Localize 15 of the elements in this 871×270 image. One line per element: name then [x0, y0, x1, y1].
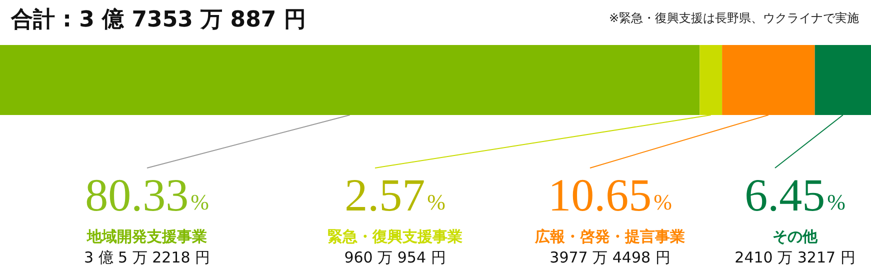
text: その他 [772, 228, 818, 246]
text: ※緊急・復興支援は長野県、ウクライナで実施 [608, 11, 860, 25]
text: 広報・啓発・提言事業 [534, 228, 685, 246]
text: 3977 万 4498 円 [550, 248, 670, 266]
data-label: 2.57% [344, 170, 446, 220]
bar [0, 45, 700, 115]
text: 緊急・復興支援事業 [328, 228, 462, 246]
data-label: 10.65% [548, 170, 672, 220]
data-label: 6.45% [744, 170, 846, 220]
data-label: 80.33% [85, 170, 209, 220]
text: 2410 万 3217 円 [734, 248, 856, 266]
text: 3 億 5 万 2218 円 [84, 248, 210, 266]
text: 地域開発支援事業 [86, 228, 207, 246]
chart-title: 合計 : 3 億 7353 万 887 円 [10, 8, 306, 32]
text: 960 万 954 円 [344, 248, 446, 266]
